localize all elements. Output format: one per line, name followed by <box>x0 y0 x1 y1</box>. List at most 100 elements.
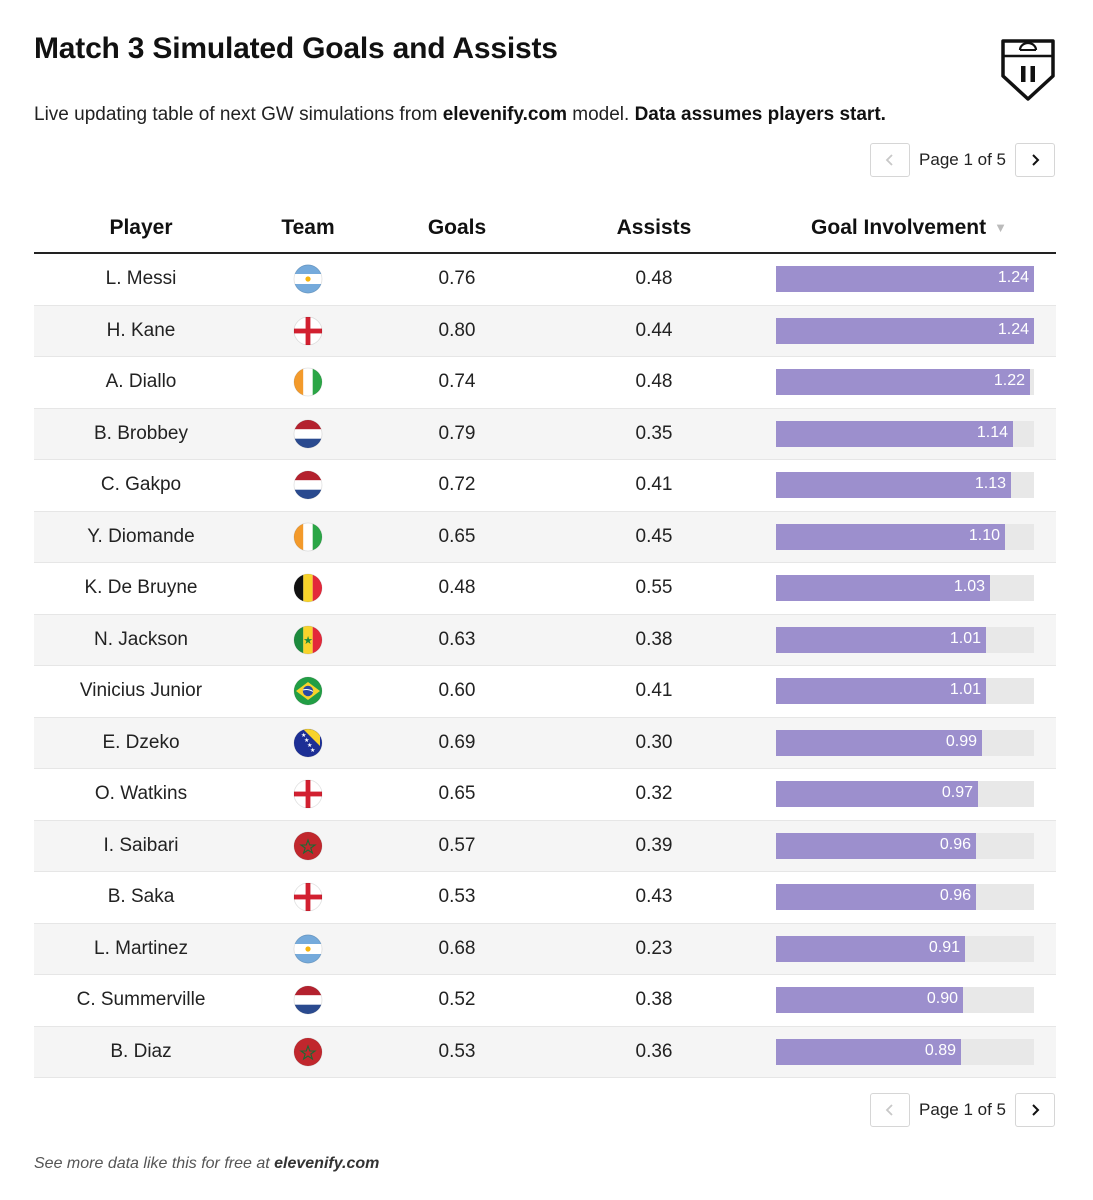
table-row: N. Jackson ★ 0.63 0.38 1.01 <box>34 614 1056 666</box>
assumption-note: Data assumes players start. <box>634 104 886 125</box>
ivory-coast-flag-icon <box>293 522 323 552</box>
goal-involvement-track: 1.24 <box>776 317 1034 344</box>
col-header-assists[interactable]: Assists <box>616 216 692 239</box>
assists-value: 0.45 <box>635 525 673 547</box>
goals-value: 0.65 <box>438 783 476 805</box>
goal-involvement-bar: 0.97 <box>776 781 978 808</box>
netherlands-flag-icon <box>293 470 323 500</box>
player-name: B. Saka <box>107 886 175 908</box>
goal-involvement-track: 0.96 <box>776 884 1034 911</box>
goal-involvement-bar: 0.91 <box>776 935 965 962</box>
table-row: L. Messi 0.76 0.48 1.24 <box>34 254 1056 306</box>
goals-value: 0.52 <box>438 989 476 1011</box>
team-cell <box>248 573 368 603</box>
team-cell <box>248 316 368 346</box>
goal-involvement-value: 0.90 <box>926 990 958 1008</box>
argentina-flag-icon <box>293 264 323 294</box>
goal-involvement-value: 1.03 <box>953 578 985 596</box>
ivory-coast-flag-icon <box>293 367 323 397</box>
svg-text:★: ★ <box>304 737 309 744</box>
player-name: L. Martinez <box>94 937 188 959</box>
table-row: Y. Diomande 0.65 0.45 1.10 <box>34 511 1056 563</box>
team-cell <box>248 779 368 809</box>
chevron-right-icon <box>1032 1104 1040 1116</box>
assists-value: 0.39 <box>635 834 673 856</box>
chevron-right-icon <box>1032 154 1040 166</box>
senegal-flag-icon: ★ <box>293 625 323 655</box>
goals-value: 0.48 <box>438 577 476 599</box>
col-header-team[interactable]: Team <box>281 216 335 239</box>
table-row: K. De Bruyne 0.48 0.55 1.03 <box>34 563 1056 615</box>
goal-involvement-value: 1.01 <box>949 629 981 647</box>
assists-value: 0.30 <box>635 731 673 753</box>
team-cell <box>248 1037 368 1067</box>
assists-value: 0.23 <box>635 937 673 959</box>
subtitle-text-2: model. <box>566 104 635 125</box>
player-name: B. Diaz <box>110 1040 172 1062</box>
subtitle-text: Live updating table of next GW simulatio… <box>34 104 443 125</box>
table-body: L. Messi 0.76 0.48 1.24 H. Kane 0.80 0.44 1.24 A… <box>34 254 1056 1078</box>
goal-involvement-track: 1.22 <box>776 369 1034 396</box>
next-page-button[interactable] <box>1015 1093 1055 1127</box>
sort-desc-icon: ▼ <box>994 220 1007 235</box>
england-flag-icon <box>293 316 323 346</box>
goal-involvement-value: 0.89 <box>924 1041 956 1059</box>
goal-involvement-track: 1.14 <box>776 420 1034 447</box>
pagination-top: Page 1 of 5 <box>870 142 1055 178</box>
col-header-player[interactable]: Player <box>109 216 173 239</box>
assists-value: 0.48 <box>635 371 673 393</box>
team-cell <box>248 367 368 397</box>
goals-value: 0.79 <box>438 422 476 444</box>
prev-page-button[interactable] <box>870 143 911 177</box>
table-row: H. Kane 0.80 0.44 1.24 <box>34 305 1056 357</box>
table-row: A. Diallo 0.74 0.48 1.22 <box>34 357 1056 409</box>
assists-value: 0.35 <box>635 422 673 444</box>
goals-value: 0.57 <box>438 834 476 856</box>
col-header-goals[interactable]: Goals <box>427 216 487 239</box>
team-cell <box>248 676 368 706</box>
player-name: I. Saibari <box>103 834 179 856</box>
col-header-goal-involvement-label: Goal Involvement <box>811 216 987 239</box>
goals-value: 0.69 <box>438 731 476 753</box>
goals-value: 0.53 <box>438 1040 476 1062</box>
goals-value: 0.63 <box>438 628 476 650</box>
morocco-flag-icon <box>293 831 323 861</box>
netherlands-flag-icon <box>293 419 323 449</box>
team-cell: ★ <box>248 625 368 655</box>
netherlands-flag-icon <box>293 985 323 1015</box>
prev-page-button[interactable] <box>870 1093 911 1127</box>
england-flag-icon <box>293 882 323 912</box>
goal-involvement-bar: 1.01 <box>776 626 986 653</box>
goal-involvement-bar: 1.10 <box>776 523 1005 550</box>
brazil-flag-icon <box>293 676 323 706</box>
goal-involvement-bar: 0.96 <box>776 832 976 859</box>
assists-value: 0.36 <box>635 1040 673 1062</box>
goal-involvement-bar: 1.14 <box>776 420 1013 447</box>
table-row: E. Dzeko ★ ★ ★ ★ 0.69 0.30 0.99 <box>34 717 1056 769</box>
footer-site-link[interactable]: elevenify.com <box>274 1155 380 1172</box>
goal-involvement-value: 0.91 <box>928 938 960 956</box>
next-page-button[interactable] <box>1015 143 1055 177</box>
assists-value: 0.55 <box>635 577 673 599</box>
player-name: L. Messi <box>105 268 177 290</box>
goal-involvement-value: 0.96 <box>939 887 971 905</box>
goal-involvement-track: 1.24 <box>776 266 1034 293</box>
assists-value: 0.44 <box>635 319 673 341</box>
goal-involvement-value: 0.97 <box>941 784 973 802</box>
col-header-goal-involvement[interactable]: Goal Involvement ▼ <box>762 216 1056 240</box>
belgium-flag-icon <box>293 573 323 603</box>
player-name: Y. Diomande <box>87 525 195 547</box>
player-name: H. Kane <box>106 319 176 341</box>
goals-value: 0.74 <box>438 371 476 393</box>
footer-note: See more data like this for free at elev… <box>34 1155 379 1173</box>
table-row: L. Martinez 0.68 0.23 0.91 <box>34 923 1056 975</box>
table-row: B. Diaz 0.53 0.36 0.89 <box>34 1026 1056 1078</box>
goal-involvement-track: 0.89 <box>776 1038 1034 1065</box>
elevenify-logo <box>1001 39 1055 101</box>
goals-value: 0.80 <box>438 319 476 341</box>
goal-involvement-track: 0.99 <box>776 729 1034 756</box>
subtitle: Live updating table of next GW simulatio… <box>34 104 886 126</box>
goal-involvement-bar: 0.99 <box>776 729 982 756</box>
goal-involvement-track: 1.13 <box>776 472 1034 499</box>
player-name: C. Summerville <box>76 989 206 1011</box>
